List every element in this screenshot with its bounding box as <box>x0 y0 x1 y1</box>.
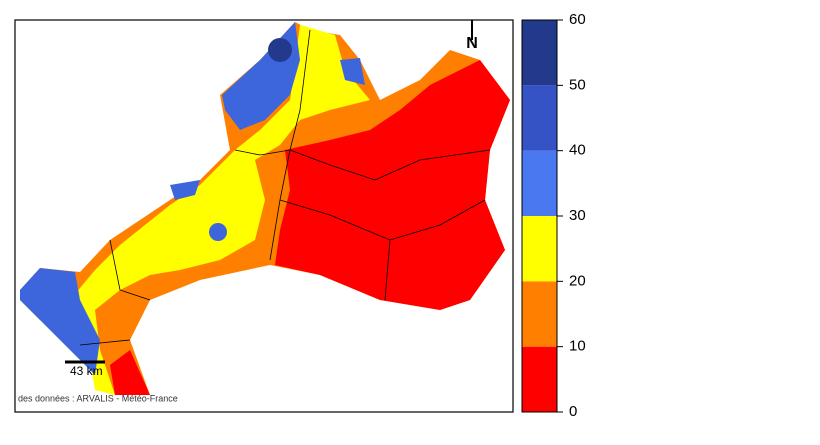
region-yellow <box>70 25 370 395</box>
legend-tick-label: 20 <box>569 272 586 289</box>
borders <box>79 29 491 346</box>
legend-bin <box>522 281 557 347</box>
legend-tick-label: 0 <box>569 403 577 420</box>
legend: 0 10 20 30 40 50 60 <box>521 11 586 420</box>
region-blue <box>20 268 100 375</box>
legend-bin <box>522 20 557 86</box>
legend-tick-label: 30 <box>569 207 586 224</box>
scale-label: 43 km <box>70 364 103 378</box>
legend-bin <box>522 216 557 282</box>
region-red-south <box>110 350 150 395</box>
legend-tick-label: 10 <box>569 338 586 355</box>
attribution: des données : ARVALIS - Météo-France <box>18 393 178 403</box>
legend-tick-label: 40 <box>569 142 586 159</box>
region-orange <box>20 22 510 395</box>
legend-bin <box>522 85 557 151</box>
north-label: N <box>466 35 478 52</box>
region-blue-north-east <box>340 58 365 85</box>
map: N 43 km des données : ARVALIS - Météo-Fr… <box>14 19 514 413</box>
legend-bin <box>522 346 557 412</box>
region-dark-blue <box>268 38 292 62</box>
region-blue-west <box>170 180 200 200</box>
region-red <box>275 60 510 310</box>
legend-tick-label: 50 <box>569 76 586 93</box>
region-blue-spot <box>209 223 227 241</box>
legend-tick-label: 60 <box>569 11 586 28</box>
legend-bin <box>522 150 557 216</box>
